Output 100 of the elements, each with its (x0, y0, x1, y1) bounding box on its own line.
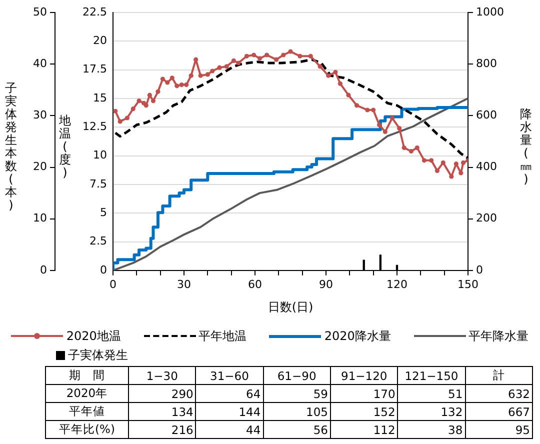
y-tick-label: 0 (100, 263, 107, 276)
y3-tick-label: 10 (33, 212, 47, 225)
data-label: 132 (398, 402, 466, 420)
y-tick-label: 15 (93, 91, 107, 104)
data-label: 59 (263, 384, 330, 402)
y2-tick-label: 0 (476, 263, 483, 276)
point (429, 158, 434, 163)
point (130, 106, 136, 112)
point (136, 98, 142, 104)
legend-label: 子実体発生 (68, 346, 128, 364)
point (150, 98, 156, 104)
point (264, 52, 270, 58)
y-tick-label: 5 (100, 206, 107, 219)
point (390, 116, 395, 120)
point (298, 54, 302, 58)
point (165, 80, 170, 85)
y-tick-label: 7.5 (90, 177, 107, 190)
point (354, 103, 360, 108)
point (194, 57, 198, 62)
category-label: 61−90 (263, 366, 330, 384)
text: 平年値 (46, 402, 128, 420)
point (434, 168, 440, 174)
point (217, 65, 222, 70)
legend-label: 2020降水量 (324, 328, 391, 344)
text: 2020年 (46, 384, 128, 402)
point (408, 148, 414, 154)
point (231, 58, 236, 64)
point (160, 76, 165, 82)
x-tick-label: 120 (386, 278, 408, 291)
y-tick-label: 20 (93, 34, 107, 48)
category-label: 121−150 (398, 366, 466, 384)
point (170, 76, 174, 80)
x-tick-label: 30 (177, 278, 191, 291)
data-label: 112 (330, 420, 398, 438)
y3-tick-label: 20 (33, 160, 47, 174)
point (308, 54, 313, 58)
point (236, 60, 241, 66)
point (318, 64, 322, 69)
y2-tick-label: 200 (476, 212, 497, 225)
x-tick-label: 90 (319, 278, 333, 291)
y3-tick-label: 50 (33, 5, 47, 18)
point (414, 146, 420, 150)
data-label: 667 (465, 402, 532, 420)
point (210, 68, 215, 74)
legend-label: 平年降水量 (468, 328, 529, 344)
y-tick-label: 22.5 (82, 5, 107, 18)
legend-label: 2020地温 (66, 328, 121, 344)
point (460, 160, 466, 165)
point (113, 108, 118, 114)
point (147, 92, 152, 98)
point (257, 56, 262, 61)
data-label: 152 (330, 402, 398, 420)
category-label: 91−120 (330, 366, 398, 384)
legend-label: 平年地温 (198, 328, 247, 344)
point (144, 103, 148, 108)
data-label: 38 (398, 420, 466, 438)
point (184, 82, 189, 88)
point (326, 73, 331, 78)
data-label: 56 (263, 420, 330, 438)
category-label: 31−60 (196, 366, 264, 384)
point (252, 52, 256, 58)
y-tick-label: 17.5 (82, 62, 107, 76)
y3-tick-label: 0 (40, 263, 47, 276)
point (118, 119, 122, 124)
data-label: 216 (128, 420, 196, 438)
point (338, 81, 342, 86)
point (371, 108, 376, 112)
y2-tick-label: 1000 (476, 5, 504, 18)
point (422, 158, 427, 163)
point (449, 174, 454, 179)
point (376, 122, 382, 128)
point (288, 49, 293, 54)
x-axis-title: 日数(日) (268, 300, 314, 314)
point (179, 82, 184, 88)
text: 期 間 (46, 366, 128, 384)
data-label: 170 (330, 384, 398, 402)
point (224, 64, 229, 69)
point (402, 146, 406, 150)
data-label: 95 (465, 420, 532, 438)
point (274, 57, 279, 62)
y-tick-label: 2.5 (90, 234, 107, 248)
category-label: 1−30 (128, 366, 196, 384)
y3-tick-label: 30 (33, 108, 47, 122)
data-label: 290 (128, 384, 196, 402)
point (440, 160, 446, 165)
point (346, 92, 351, 98)
category-label: 計 (465, 366, 532, 384)
data-label: 51 (398, 384, 466, 402)
y-axis-title: 地温(度) (59, 114, 71, 180)
data-label: 144 (196, 402, 264, 420)
point (198, 73, 203, 78)
data-label: 64 (196, 384, 264, 402)
x-tick-label: 60 (248, 278, 262, 291)
point (124, 116, 130, 120)
data-label: 105 (263, 402, 330, 420)
y2-tick-label: 800 (476, 57, 497, 70)
y2-axis-title: 降水量(㎜) (520, 107, 532, 186)
text: 平年比(%) (46, 420, 128, 438)
point (333, 70, 338, 74)
text: 子実体発生本数(本) (5, 81, 17, 212)
